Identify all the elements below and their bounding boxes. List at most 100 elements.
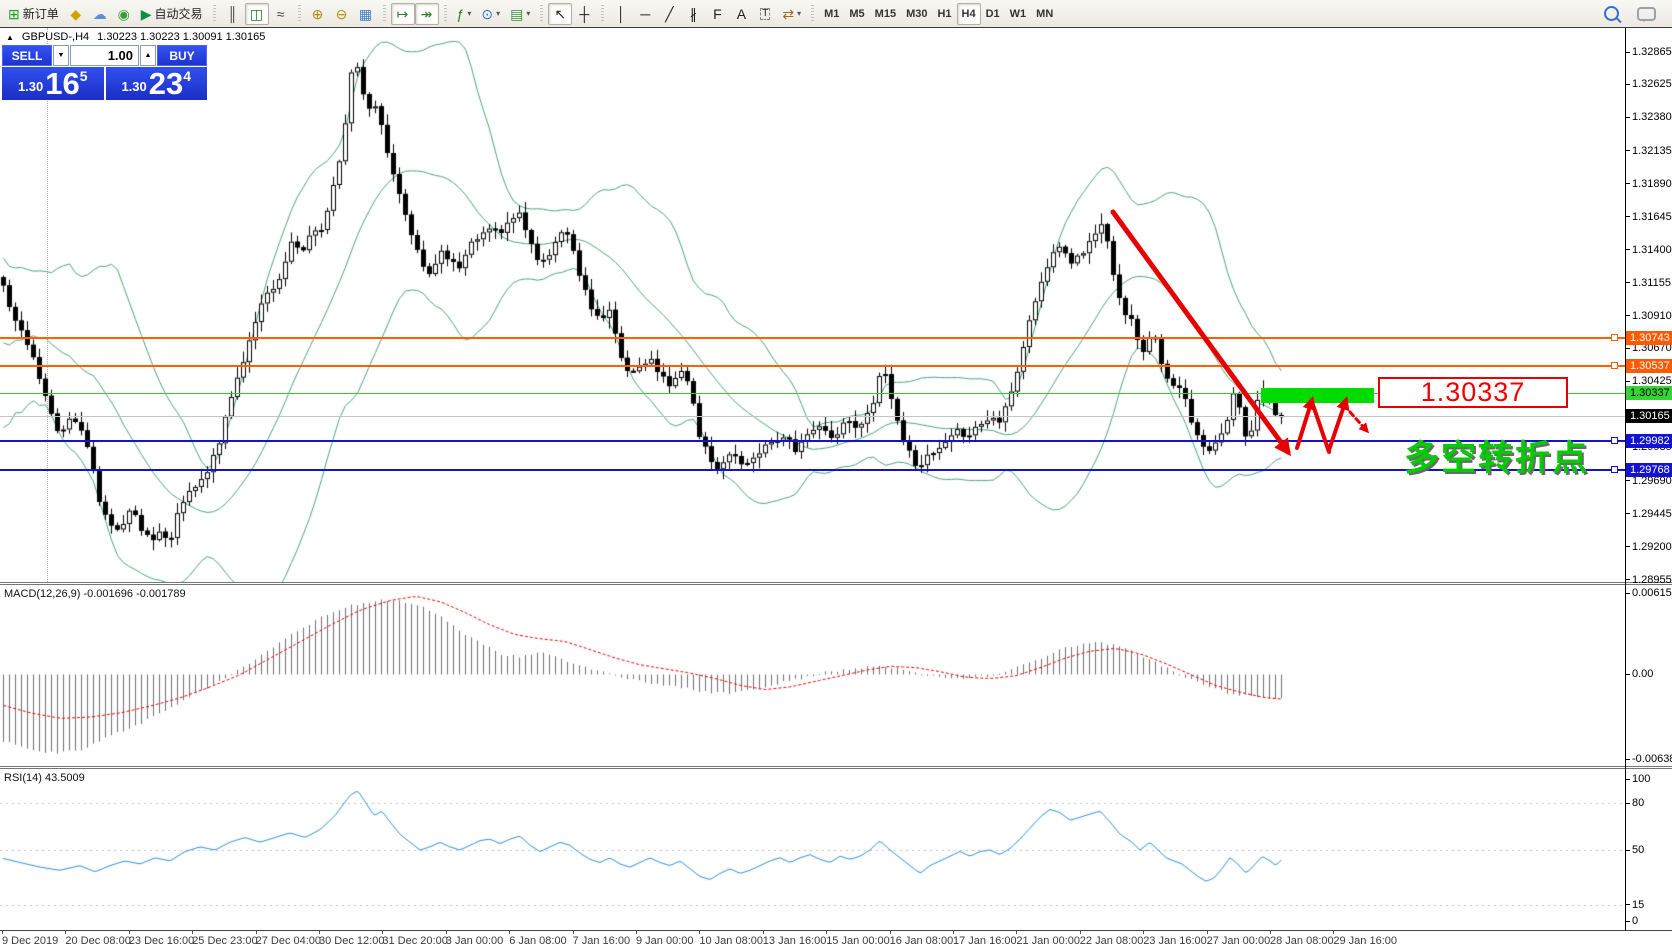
buy-price-panel[interactable]: 1.30 23 4 bbox=[105, 67, 207, 100]
line-endpoint-handle[interactable] bbox=[1611, 466, 1618, 474]
price-axis[interactable]: 1.32865 1.32625 1.32380 1.32135 1.31890 1.316… bbox=[1625, 28, 1672, 931]
text-label-button[interactable]: T bbox=[753, 3, 777, 25]
macd-tick: 0.00 bbox=[1626, 667, 1653, 681]
signals-button[interactable]: ◉ bbox=[112, 3, 136, 25]
time-label: 7 Jan 16:00 bbox=[572, 931, 630, 947]
timeframe-d1[interactable]: D1 bbox=[981, 3, 1005, 25]
horizontal-line-button[interactable]: ─ bbox=[633, 3, 657, 25]
timeframe-m1[interactable]: M1 bbox=[819, 3, 844, 25]
community-button[interactable]: ☁ bbox=[88, 3, 112, 25]
auto-scroll-button[interactable]: ↦ bbox=[390, 2, 415, 25]
new-order-button[interactable]: ⊞ 新订单 bbox=[3, 3, 64, 25]
sell-button[interactable]: SELL bbox=[2, 45, 52, 66]
zoom-out-icon: ⊖ bbox=[335, 5, 348, 22]
horizontal-level-line[interactable] bbox=[0, 416, 1625, 418]
templates-dropdown-icon[interactable]: ▾ bbox=[526, 9, 531, 18]
trade-panel-toggle[interactable]: ▲ bbox=[6, 32, 14, 42]
zoom-in-button[interactable]: ⊕ bbox=[306, 3, 330, 25]
equidistant-channel-button[interactable]: ∦ bbox=[681, 3, 705, 25]
volume-input[interactable] bbox=[70, 45, 139, 66]
vertical-line-button[interactable]: │ bbox=[609, 3, 633, 25]
line-endpoint-handle[interactable] bbox=[1611, 437, 1618, 445]
chat-button[interactable] bbox=[1632, 3, 1661, 25]
timeframe-mn-label: MN bbox=[1036, 7, 1054, 20]
price-tick: 1.29445 bbox=[1626, 507, 1672, 521]
trendline-button[interactable]: ╱ bbox=[657, 3, 681, 25]
buy-price-pipette: 4 bbox=[183, 68, 192, 84]
price-tick: 1.28955 bbox=[1626, 573, 1672, 587]
search-button[interactable] bbox=[1599, 3, 1624, 25]
timeframe-h4[interactable]: H4 bbox=[956, 2, 981, 25]
indicators-dropdown-icon[interactable]: ▾ bbox=[467, 9, 472, 18]
timeframe-w1[interactable]: W1 bbox=[1005, 3, 1032, 25]
rsi-pane-canvas[interactable] bbox=[0, 769, 1625, 930]
templates-icon: ▤ bbox=[510, 5, 524, 22]
auto-trading-button[interactable]: ▶ 自动交易 bbox=[136, 3, 208, 25]
price-callout[interactable]: 1.30337 bbox=[1378, 377, 1568, 408]
pane-separator[interactable] bbox=[0, 766, 1672, 769]
volume-increase-button[interactable]: ▲ bbox=[140, 45, 156, 66]
price-tick: 1.31400 bbox=[1626, 243, 1672, 257]
horizontal-level-line[interactable] bbox=[0, 337, 1625, 340]
price-badge: 1.30337 bbox=[1626, 386, 1672, 401]
macd-pane-canvas[interactable] bbox=[0, 585, 1625, 766]
arrows-dropdown-icon[interactable]: ▾ bbox=[797, 9, 802, 18]
price-tick: 1.31890 bbox=[1626, 177, 1672, 191]
price-tick: 1.32135 bbox=[1626, 144, 1672, 158]
styler-button[interactable]: ◆ bbox=[64, 3, 88, 25]
horizontal-level-line[interactable] bbox=[0, 469, 1625, 472]
indicators-button[interactable]: ƒ ▾ bbox=[452, 3, 477, 25]
timeframe-d1-label: D1 bbox=[985, 7, 1000, 20]
timeframe-m5[interactable]: M5 bbox=[844, 3, 869, 25]
time-axis[interactable]: 9 Dec 2019 20 Dec 08:00 23 Dec 16:00 25 Dec… bbox=[0, 931, 1672, 951]
horizontal-level-line[interactable] bbox=[0, 365, 1625, 368]
line-chart-button[interactable]: ≈ bbox=[269, 3, 293, 25]
text-button[interactable]: A bbox=[729, 3, 753, 25]
pane-separator[interactable] bbox=[0, 582, 1672, 585]
rsi-tick: 50 bbox=[1626, 843, 1644, 857]
chart-shift-button[interactable]: ↠ bbox=[414, 2, 439, 25]
line-endpoint-handle[interactable] bbox=[1611, 334, 1618, 342]
buy-price-prefix: 1.30 bbox=[121, 79, 147, 94]
timeframe-m15[interactable]: M15 bbox=[870, 3, 901, 25]
timeframe-h1[interactable]: H1 bbox=[932, 3, 956, 25]
cursor-button[interactable]: ↖ bbox=[548, 2, 573, 25]
zoom-out-button[interactable]: ⊖ bbox=[330, 3, 354, 25]
tile-windows-button[interactable]: ▦ bbox=[354, 3, 378, 25]
sell-price-panel[interactable]: 1.30 16 5 bbox=[2, 67, 104, 100]
cursor-icon: ↖ bbox=[554, 5, 567, 22]
line-endpoint-handle[interactable] bbox=[1611, 362, 1618, 370]
crosshair-icon: ┼ bbox=[579, 5, 590, 22]
community-icon: ☁ bbox=[92, 5, 107, 22]
search-icon bbox=[1604, 6, 1619, 21]
periods-dropdown-icon[interactable]: ▾ bbox=[496, 9, 501, 18]
time-label: 17 Jan 16:00 bbox=[953, 931, 1017, 947]
candlestick-chart-button[interactable]: ◫ bbox=[244, 2, 269, 25]
timeframe-m30[interactable]: M30 bbox=[901, 3, 932, 25]
chat-icon bbox=[1637, 6, 1656, 22]
price-chart-canvas[interactable] bbox=[0, 28, 1625, 582]
timeframe-mn[interactable]: MN bbox=[1031, 3, 1058, 25]
highlight-rectangle[interactable] bbox=[1261, 388, 1374, 403]
crosshair-button[interactable]: ┼ bbox=[572, 3, 596, 25]
arrows-button[interactable]: ⇄ ▾ bbox=[777, 3, 806, 25]
volume-decrease-button[interactable]: ▼ bbox=[53, 45, 69, 66]
time-label: 9 Jan 00:00 bbox=[636, 931, 694, 947]
auto-scroll-icon: ↦ bbox=[396, 5, 409, 22]
periods-button[interactable]: ⊙ ▾ bbox=[476, 3, 505, 25]
templates-button[interactable]: ▤ ▾ bbox=[505, 3, 535, 25]
annotation-text[interactable]: 多空转折点 bbox=[1404, 439, 1590, 478]
auto-trading-label: 自动交易 bbox=[154, 7, 203, 21]
buy-button[interactable]: BUY bbox=[157, 45, 207, 66]
fibonacci-button[interactable]: F bbox=[705, 3, 729, 25]
price-tick: 1.32380 bbox=[1626, 110, 1672, 124]
price-tick: 1.29690 bbox=[1626, 474, 1672, 488]
price-badge: 1.30537 bbox=[1626, 359, 1672, 374]
toolbar-separator bbox=[443, 4, 447, 23]
horizontal-level-line[interactable] bbox=[0, 393, 1625, 395]
time-label: 9 Dec 2019 bbox=[2, 931, 58, 947]
time-label: 15 Jan 00:00 bbox=[826, 931, 890, 947]
horizontal-level-line[interactable] bbox=[0, 440, 1625, 443]
bar-chart-button[interactable]: ║ bbox=[221, 3, 245, 25]
